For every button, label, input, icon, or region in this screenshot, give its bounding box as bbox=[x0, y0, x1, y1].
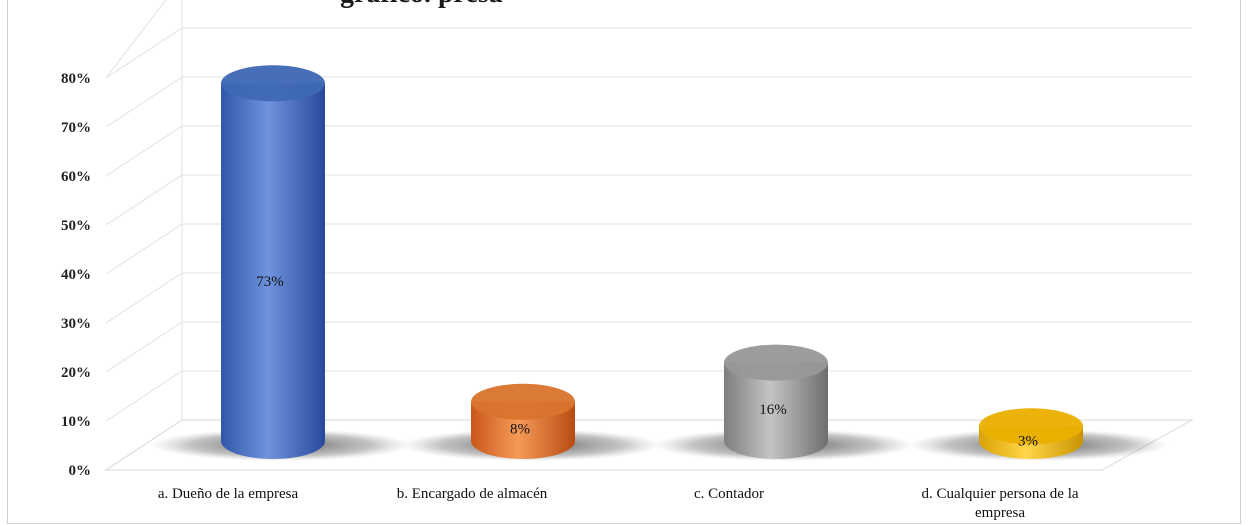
gridline-side bbox=[105, 272, 183, 324]
bar-top-shade bbox=[724, 344, 828, 381]
data-label: 73% bbox=[256, 274, 284, 290]
bar: 73% bbox=[151, 65, 411, 461]
gridline-side bbox=[105, 321, 183, 373]
y-tick-label: 40% bbox=[61, 267, 91, 283]
gridline-side bbox=[105, 76, 183, 128]
bar-top-shade bbox=[979, 408, 1083, 445]
data-label: 16% bbox=[759, 402, 787, 418]
bar-top-shade bbox=[221, 65, 325, 102]
data-label: 3% bbox=[1018, 434, 1038, 450]
chart-floor bbox=[104, 419, 1194, 471]
bar-body bbox=[221, 83, 325, 460]
gridline-side bbox=[105, 125, 183, 177]
chart-frame bbox=[7, 0, 1241, 524]
chart-title-fragment: gráfico. presa bbox=[340, 0, 503, 10]
gridline-side bbox=[105, 27, 183, 79]
bar: 3% bbox=[909, 408, 1169, 461]
bar-top bbox=[979, 408, 1083, 445]
x-tick-label: a. Dueño de la empresa bbox=[158, 486, 299, 502]
y-tick-label: 60% bbox=[61, 169, 91, 185]
gridline-side bbox=[105, 223, 183, 275]
bar: 8% bbox=[401, 383, 661, 461]
gridline-side bbox=[105, 0, 167, 79]
bar-top bbox=[471, 383, 575, 420]
y-axis: 0% 10% 20% 30% 40% 50% 60% 70% 80% bbox=[61, 71, 91, 479]
x-tick-label: d. Cualquier persona de la empresa bbox=[921, 486, 1078, 521]
bars: 73% 8% 16% 3% bbox=[151, 65, 1169, 461]
x-tick-label: c. Contador bbox=[694, 486, 764, 502]
y-tick-label: 20% bbox=[61, 365, 91, 381]
y-tick-label: 50% bbox=[61, 218, 91, 234]
y-tick-label: 0% bbox=[69, 463, 92, 479]
y-tick-label: 70% bbox=[61, 120, 91, 136]
bar-top bbox=[221, 65, 325, 102]
y-tick-label: 80% bbox=[61, 71, 91, 87]
bar-top bbox=[724, 344, 828, 381]
gridlines bbox=[104, 0, 1194, 471]
x-tick-label: b. Encargado de almacén bbox=[397, 486, 548, 502]
y-tick-label: 30% bbox=[61, 316, 91, 332]
bar-body bbox=[724, 362, 828, 459]
bar-top-shade bbox=[471, 383, 575, 420]
gridline-side bbox=[105, 174, 183, 226]
y-tick-label: 10% bbox=[61, 414, 91, 430]
data-label: 8% bbox=[510, 421, 530, 437]
bar: 16% bbox=[654, 344, 914, 461]
gridline-side bbox=[105, 370, 183, 422]
x-axis: a. Dueño de la empresa b. Encargado de al… bbox=[158, 486, 1079, 521]
